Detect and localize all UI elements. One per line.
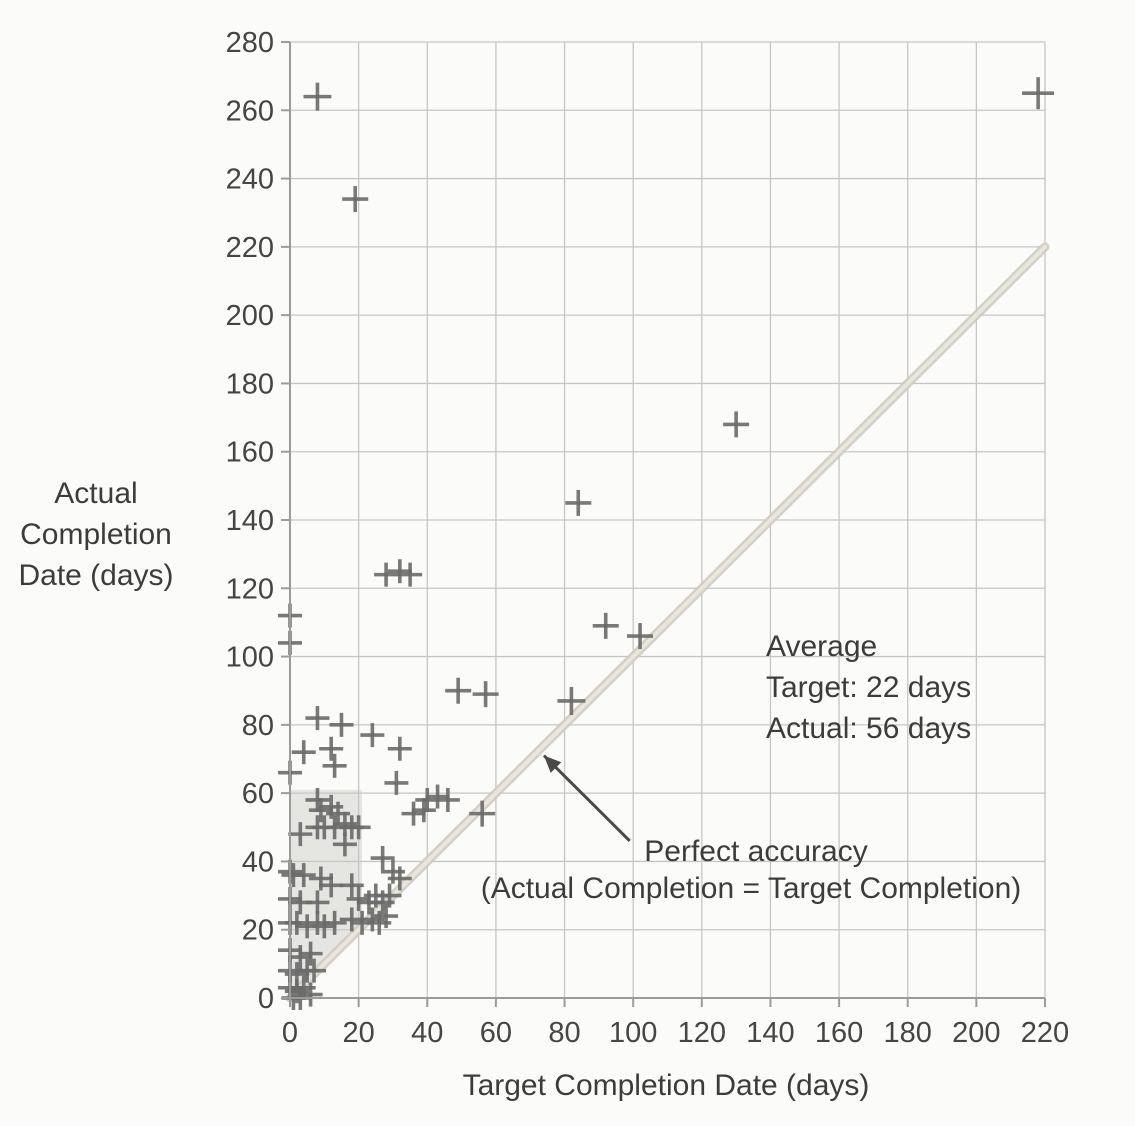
annotation-arrow-layer: [542, 754, 631, 843]
perfect-accuracy-label-line-2: (Actual Completion = Target Completion): [481, 872, 1022, 905]
average-annotation-line-2: Target: 22 days: [766, 671, 971, 704]
x-axis-title: Target Completion Date (days): [463, 1069, 870, 1102]
y-tick-label: 140: [226, 505, 274, 537]
y-tick-label: 80: [242, 710, 274, 742]
data-points-layer: [278, 77, 1055, 1010]
y-tick-label: 20: [242, 915, 274, 947]
x-tick-label: 80: [548, 1017, 580, 1049]
y-tick-label: 160: [226, 437, 274, 469]
x-tick-label: 40: [411, 1017, 443, 1049]
y-tick-label: 180: [226, 368, 274, 400]
y-tick-label: 200: [226, 300, 274, 332]
y-tick-label: 220: [226, 232, 274, 264]
y-axis-title-line-1: Actual: [54, 477, 137, 510]
y-tick-label: 120: [226, 573, 274, 605]
y-tick-label: 240: [226, 164, 274, 196]
x-tick-label: 220: [1021, 1017, 1069, 1049]
x-tick-label: 120: [678, 1017, 726, 1049]
average-annotation: Average Target: 22 days Actual: 56 days: [766, 630, 971, 745]
y-axis-title: Actual Completion Date (days): [18, 477, 173, 592]
perfect-accuracy-annotation: Perfect accuracy (Actual Completion = Ta…: [481, 835, 1022, 905]
annotation-arrow-head: [543, 755, 562, 773]
y-tick-label: 0: [258, 983, 274, 1015]
x-tick-label: 60: [480, 1017, 512, 1049]
x-tick-label: 180: [884, 1017, 932, 1049]
x-tick-label: 140: [746, 1017, 794, 1049]
y-tick-label: 280: [226, 27, 274, 59]
x-tick-label: 100: [609, 1017, 657, 1049]
x-tick-label: 200: [952, 1017, 1000, 1049]
perfect-accuracy-line-core: [288, 244, 1047, 1000]
y-axis-title-line-3: Date (days): [18, 559, 173, 592]
reference-line-layer: [285, 242, 1050, 1003]
average-annotation-line-3: Actual: 56 days: [766, 712, 971, 745]
y-tick-label: 40: [242, 846, 274, 878]
y-tick-label: 100: [226, 642, 274, 674]
y-tick-label: 260: [226, 95, 274, 127]
x-tick-label: 0: [282, 1017, 298, 1049]
average-annotation-line-1: Average: [766, 630, 877, 663]
x-tick-label: 20: [343, 1017, 375, 1049]
annotation-arrow-shaft: [542, 754, 631, 843]
x-tick-label: 160: [815, 1017, 863, 1049]
tick-labels-layer: 0 20 40 60 80 100 120 140 160 180 200 220 0 20 40 60 80 1…: [226, 27, 1070, 1049]
y-tick-label: 60: [242, 778, 274, 810]
y-axis-title-line-2: Completion: [20, 518, 172, 551]
perfect-accuracy-label-line-1: Perfect accuracy: [644, 835, 867, 868]
